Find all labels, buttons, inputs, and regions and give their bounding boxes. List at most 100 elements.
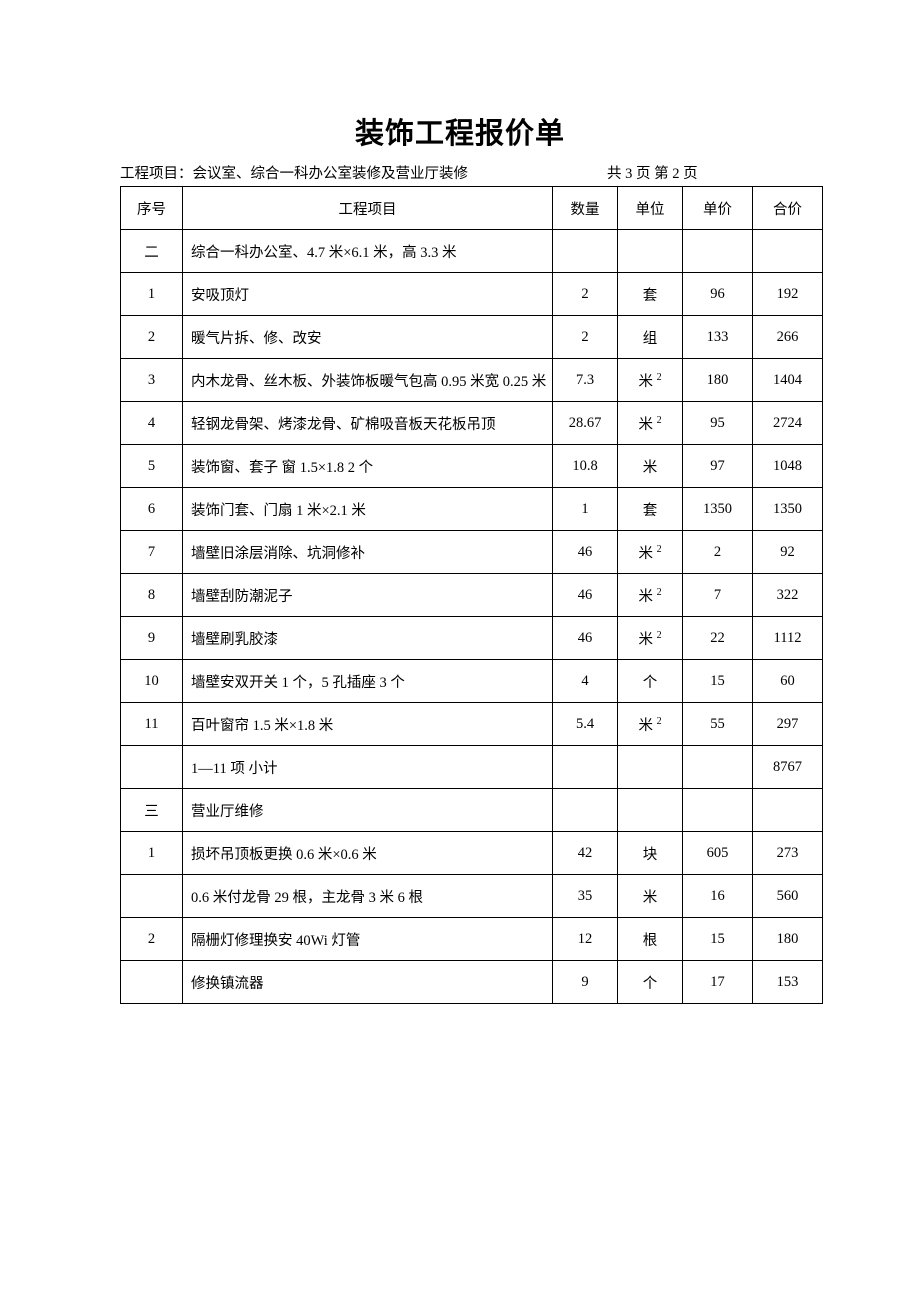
cell-price: 55	[683, 703, 753, 746]
cell-item: 综合一科办公室、4.7 米×6.1 米，高 3.3 米	[183, 230, 553, 273]
cell-total: 180	[753, 918, 823, 961]
cell-item: 内木龙骨、丝木板、外装饰板暖气包高 0.95 米宽 0.25 米	[183, 359, 553, 402]
cell-price: 15	[683, 918, 753, 961]
cell-price: 96	[683, 273, 753, 316]
col-total: 合价	[753, 187, 823, 230]
cell-total: 1048	[753, 445, 823, 488]
cell-qty: 28.67	[553, 402, 618, 445]
cell-seq: 三	[121, 789, 183, 832]
cell-qty: 5.4	[553, 703, 618, 746]
table-row: 2暖气片拆、修、改安2组133266	[121, 316, 823, 359]
cell-item: 暖气片拆、修、改安	[183, 316, 553, 359]
cell-total	[753, 230, 823, 273]
cell-total: 322	[753, 574, 823, 617]
cell-item: 1—11 项 小计	[183, 746, 553, 789]
cell-unit	[618, 746, 683, 789]
cell-total	[753, 789, 823, 832]
cell-unit: 个	[618, 660, 683, 703]
cell-total: 2724	[753, 402, 823, 445]
cell-price: 15	[683, 660, 753, 703]
table-row: 8墙壁刮防潮泥子46米 27322	[121, 574, 823, 617]
cell-qty: 46	[553, 617, 618, 660]
cell-unit: 米 2	[618, 359, 683, 402]
cell-qty: 4	[553, 660, 618, 703]
cell-qty: 46	[553, 574, 618, 617]
cell-qty: 7.3	[553, 359, 618, 402]
cell-total: 153	[753, 961, 823, 1004]
cell-item: 墙壁安双开关 1 个，5 孔插座 3 个	[183, 660, 553, 703]
cell-qty: 46	[553, 531, 618, 574]
sub-heading: 工程项目：会议室、综合一科办公室装修及营业厅装修 共 3 页 第 2 页	[120, 162, 822, 183]
cell-qty: 9	[553, 961, 618, 1004]
table-row: 11百叶窗帘 1.5 米×1.8 米5.4米 255297	[121, 703, 823, 746]
table-row: 4轻钢龙骨架、烤漆龙骨、矿棉吸音板天花板吊顶28.67米 2952724	[121, 402, 823, 445]
cell-unit: 套	[618, 488, 683, 531]
cell-price	[683, 230, 753, 273]
cell-item: 0.6 米付龙骨 29 根，主龙骨 3 米 6 根	[183, 875, 553, 918]
cell-item: 装饰门套、门扇 1 米×2.1 米	[183, 488, 553, 531]
cell-seq: 8	[121, 574, 183, 617]
page-number: 共 3 页 第 2 页	[607, 162, 822, 183]
cell-qty: 10.8	[553, 445, 618, 488]
cell-item: 损坏吊顶板更换 0.6 米×0.6 米	[183, 832, 553, 875]
document-page: 装饰工程报价单 工程项目：会议室、综合一科办公室装修及营业厅装修 共 3 页 第…	[0, 0, 920, 1004]
table-row: 3内木龙骨、丝木板、外装饰板暖气包高 0.95 米宽 0.25 米7.3米 21…	[121, 359, 823, 402]
table-row: 7墙壁旧涂层消除、坑洞修补46米 2292	[121, 531, 823, 574]
cell-price: 605	[683, 832, 753, 875]
cell-unit: 米 2	[618, 617, 683, 660]
cell-price	[683, 789, 753, 832]
cell-price: 16	[683, 875, 753, 918]
cell-unit: 块	[618, 832, 683, 875]
table-row: 1—11 项 小计 8767	[121, 746, 823, 789]
cell-item: 墙壁旧涂层消除、坑洞修补	[183, 531, 553, 574]
cell-unit	[618, 230, 683, 273]
cell-seq: 3	[121, 359, 183, 402]
cell-price: 22	[683, 617, 753, 660]
cell-seq: 11	[121, 703, 183, 746]
cell-item: 轻钢龙骨架、烤漆龙骨、矿棉吸音板天花板吊顶	[183, 402, 553, 445]
cell-seq	[121, 746, 183, 789]
page-title: 装饰工程报价单	[120, 110, 800, 152]
cell-seq: 9	[121, 617, 183, 660]
cell-unit: 米 2	[618, 531, 683, 574]
cell-total: 1112	[753, 617, 823, 660]
cell-qty: 42	[553, 832, 618, 875]
cell-item: 百叶窗帘 1.5 米×1.8 米	[183, 703, 553, 746]
cell-total: 60	[753, 660, 823, 703]
cell-unit: 套	[618, 273, 683, 316]
quotation-table: 序号 工程项目 数量 单位 单价 合价 二综合一科办公室、4.7 米×6.1 米…	[120, 186, 823, 1004]
cell-item: 墙壁刷乳胶漆	[183, 617, 553, 660]
cell-seq: 2	[121, 316, 183, 359]
cell-unit: 米	[618, 875, 683, 918]
cell-unit: 根	[618, 918, 683, 961]
cell-unit: 米 2	[618, 402, 683, 445]
col-seq: 序号	[121, 187, 183, 230]
project-label: 工程项目：会议室、综合一科办公室装修及营业厅装修	[120, 162, 607, 183]
cell-unit	[618, 789, 683, 832]
cell-item: 安吸顶灯	[183, 273, 553, 316]
cell-unit: 米 2	[618, 574, 683, 617]
table-row: 10墙壁安双开关 1 个，5 孔插座 3 个4个1560	[121, 660, 823, 703]
cell-total: 8767	[753, 746, 823, 789]
table-row: 0.6 米付龙骨 29 根，主龙骨 3 米 6 根35米16560	[121, 875, 823, 918]
cell-seq	[121, 961, 183, 1004]
table-header-row: 序号 工程项目 数量 单位 单价 合价	[121, 187, 823, 230]
cell-seq: 1	[121, 273, 183, 316]
cell-qty: 2	[553, 273, 618, 316]
cell-price: 95	[683, 402, 753, 445]
cell-price	[683, 746, 753, 789]
cell-unit: 组	[618, 316, 683, 359]
col-item: 工程项目	[183, 187, 553, 230]
cell-total: 297	[753, 703, 823, 746]
table-row: 二综合一科办公室、4.7 米×6.1 米，高 3.3 米	[121, 230, 823, 273]
table-body: 二综合一科办公室、4.7 米×6.1 米，高 3.3 米1安吸顶灯2套96192…	[121, 230, 823, 1004]
col-unit: 单位	[618, 187, 683, 230]
cell-price: 97	[683, 445, 753, 488]
cell-seq: 二	[121, 230, 183, 273]
cell-total: 560	[753, 875, 823, 918]
cell-qty: 2	[553, 316, 618, 359]
cell-item: 墙壁刮防潮泥子	[183, 574, 553, 617]
cell-seq: 2	[121, 918, 183, 961]
cell-seq: 4	[121, 402, 183, 445]
cell-seq: 7	[121, 531, 183, 574]
